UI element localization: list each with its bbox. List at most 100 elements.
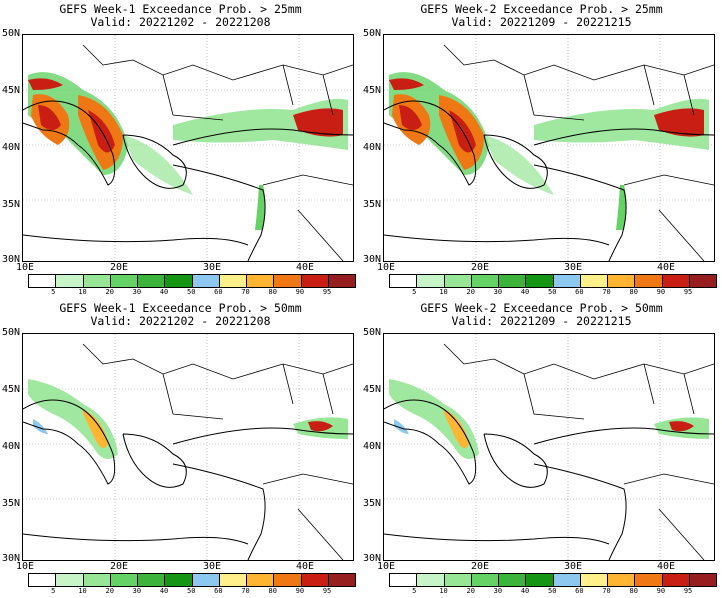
colorbar-label: 90 [295, 587, 305, 595]
lon-tick-label: 40E [657, 262, 676, 273]
lon-tick-label: 30E [203, 561, 222, 572]
colorbar-label: 70 [241, 587, 250, 595]
colorbar-label: 90 [656, 288, 666, 296]
lat-tick-label: 40N [2, 441, 21, 452]
panel-valid-dates: Valid: 20221209 - 20221215 [451, 314, 632, 328]
colorbar-swatch [635, 275, 663, 287]
lon-tick-label: 10E [16, 262, 35, 273]
colorbar-label: 40 [159, 587, 169, 595]
colorbar-label: 50 [187, 288, 196, 296]
lat-tick-label: 40N [2, 142, 21, 153]
colorbar-swatch [444, 574, 472, 586]
colorbar-swatch [165, 574, 193, 586]
colorbar-swatch [662, 574, 690, 586]
colorbar-label: 95 [683, 288, 693, 296]
colorbar-swatch [274, 275, 302, 287]
lat-tick-label: 45N [363, 85, 382, 96]
colorbar-label: 20 [466, 587, 475, 595]
lat-tick-label: 45N [2, 384, 21, 395]
lon-tick-label: 20E [471, 262, 490, 273]
lon-tick-label: 40E [657, 561, 676, 572]
panel-valid-dates: Valid: 20221202 - 20221208 [90, 314, 271, 328]
map-area [22, 34, 354, 262]
panel-valid-dates: Valid: 20221202 - 20221208 [90, 15, 271, 29]
colorbar-swatch [417, 574, 445, 586]
colorbar-swatch [471, 574, 499, 586]
lat-tick-label: 35N [363, 498, 382, 509]
colorbar-swatch [689, 275, 716, 287]
colorbar-swatch [56, 574, 84, 586]
colorbar-label: 20 [105, 288, 114, 296]
colorbar [389, 573, 717, 587]
colorbar-label: 30 [493, 288, 503, 296]
colorbar-label: 5 [51, 288, 56, 296]
colorbar-label: 5 [51, 587, 56, 595]
colorbar-label: 70 [241, 288, 250, 296]
lat-tick-label: 45N [2, 85, 21, 96]
colorbar-swatch [138, 275, 166, 287]
colorbar-label: 90 [656, 587, 666, 595]
lat-tick-label: 30N [2, 553, 21, 564]
colorbar-label: 10 [439, 288, 448, 296]
map-area [383, 34, 715, 262]
map-panel: GEFS Week-1 Exceedance Prob. > 50mm Valid… [0, 299, 361, 598]
lat-tick-label: 40N [363, 441, 382, 452]
lon-tick-label: 20E [110, 561, 129, 572]
colorbar-swatch [83, 574, 111, 586]
panel-valid-dates: Valid: 20221209 - 20221215 [451, 15, 632, 29]
colorbar-label: 95 [322, 587, 332, 595]
lat-tick-label: 30N [2, 254, 21, 265]
colorbar-swatch [328, 275, 355, 287]
lat-tick-label: 45N [363, 384, 382, 395]
colorbar-swatch [301, 574, 329, 586]
colorbar-swatch [138, 574, 166, 586]
colorbar-label: 20 [466, 288, 475, 296]
colorbar-label: 60 [575, 587, 584, 595]
lat-tick-label: 50N [2, 28, 21, 39]
colorbar-swatch [110, 275, 138, 287]
colorbar-label: 70 [602, 587, 611, 595]
colorbar-label: 50 [187, 587, 196, 595]
colorbar-label: 70 [602, 288, 611, 296]
colorbar-label: 40 [520, 288, 530, 296]
lat-tick-label: 35N [363, 199, 382, 210]
colorbar-label: 60 [575, 288, 584, 296]
colorbar-swatch [247, 574, 275, 586]
lon-tick-label: 40E [296, 262, 315, 273]
lon-tick-label: 30E [564, 561, 583, 572]
colorbar-label: 50 [548, 288, 557, 296]
colorbar-swatch [390, 275, 418, 287]
lat-tick-label: 50N [2, 327, 21, 338]
colorbar-label: 20 [105, 587, 114, 595]
colorbar-label: 30 [132, 288, 142, 296]
panel-title: GEFS Week-1 Exceedance Prob. > 25mm [59, 2, 302, 16]
lat-tick-label: 40N [363, 142, 382, 153]
colorbar-swatch [499, 275, 527, 287]
panel-title: GEFS Week-1 Exceedance Prob. > 50mm [59, 301, 302, 315]
colorbar-swatch [328, 574, 355, 586]
lat-tick-label: 30N [363, 553, 382, 564]
colorbar-swatch [499, 574, 527, 586]
lat-tick-label: 35N [2, 498, 21, 509]
lon-tick-label: 30E [564, 262, 583, 273]
colorbar-swatch [247, 275, 275, 287]
lat-tick-label: 50N [363, 327, 382, 338]
colorbar-swatch [219, 574, 247, 586]
colorbar-label: 30 [493, 587, 503, 595]
colorbar-swatch [608, 574, 636, 586]
colorbar-swatch [390, 574, 418, 586]
colorbar-label: 80 [268, 587, 277, 595]
colorbar-swatch [274, 574, 302, 586]
colorbar [28, 573, 356, 587]
lon-tick-label: 30E [203, 262, 222, 273]
colorbar-swatch [219, 275, 247, 287]
map-panel: GEFS Week-2 Exceedance Prob. > 50mm Valid… [361, 299, 722, 598]
colorbar-swatch [417, 275, 445, 287]
colorbar-label: 95 [683, 587, 693, 595]
colorbar-swatch [608, 275, 636, 287]
map-area [383, 333, 715, 561]
lon-tick-label: 20E [471, 561, 490, 572]
lon-tick-label: 10E [377, 561, 396, 572]
colorbar-swatch [662, 275, 690, 287]
colorbar-swatch [526, 275, 554, 287]
